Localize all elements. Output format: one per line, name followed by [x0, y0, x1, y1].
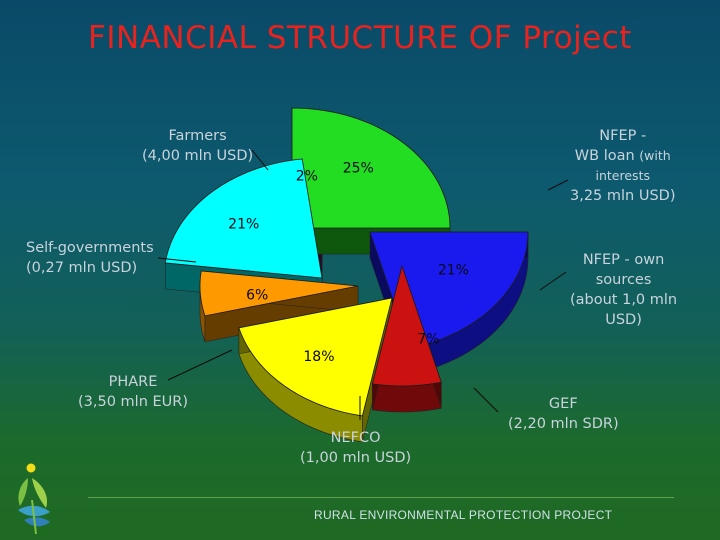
callout-selfgov-amount: (0,27 mln USD) [26, 260, 138, 276]
callout-gef: GEF (2,20 mln SDR) [508, 394, 619, 434]
pie-slices [164, 107, 529, 443]
callout-nfep-wb-interests: interests [595, 168, 650, 183]
leader-line-selfgov [157, 257, 197, 263]
pct-label-nfep_wb: 21% [438, 263, 469, 279]
callout-nfep-wb-amount: 3,25 mln USD) [570, 188, 676, 204]
callout-phare-amount: (3,50 mln EUR) [78, 394, 189, 410]
callout-nefco-amount: (1,00 mln USD) [300, 450, 412, 466]
callout-gef-amount: (2,20 mln SDR) [508, 416, 619, 432]
leader-line-nfep_wb [547, 179, 569, 191]
callout-nefco-name: NEFCO [330, 430, 381, 446]
slice-top-gef [238, 297, 393, 417]
callout-nfep-own-line2: sources [595, 272, 652, 288]
callout-phare-name: PHARE [108, 374, 158, 390]
callout-nfep-own-line1: NFEP - own [582, 252, 665, 268]
pct-label-selfgov: 2% [296, 168, 318, 184]
slice-top-farmers [291, 107, 451, 229]
leader-line-phare [167, 349, 233, 381]
pct-labels: 25% 21% 7% 18% 6% 21% 2% [228, 160, 469, 365]
slide-title: FINANCIAL STRUCTURE OF Project [88, 20, 632, 56]
callout-nefco: NEFCO (1,00 mln USD) [300, 428, 411, 468]
pct-label-nefco: 6% [246, 288, 268, 304]
callout-nfep-wb-with: (with [639, 148, 671, 163]
callout-nfep-wb: NFEP - WB loan (with interests 3,25 mln … [570, 126, 676, 206]
slice-nfep_own [371, 264, 442, 413]
slice-top-phare [164, 158, 323, 279]
callout-nfep-wb-line2: WB loan (with [570, 146, 676, 166]
callout-nfep-wb-loan: WB loan [574, 148, 635, 164]
leader-line-gef [473, 387, 499, 413]
callout-selfgov: Self-governments (0,27 mln USD) [26, 238, 154, 278]
callout-phare: PHARE (3,50 mln EUR) [78, 372, 188, 412]
leader-lines [157, 149, 569, 420]
callout-farmers-amount: (4,00 mln USD) [142, 148, 254, 164]
slice-side-nfep_own [372, 381, 442, 413]
pct-label-farmers: 25% [343, 160, 374, 176]
footer-text: RURAL ENVIRONMENTAL PROTECTION PROJECT [314, 508, 613, 522]
callout-farmers: Farmers (4,00 mln USD) [142, 126, 253, 166]
leader-line-nfep_own [539, 271, 567, 291]
slice-top-nfep_own [371, 264, 442, 387]
callout-nfep-own-line3: (about 1,0 mln [570, 292, 678, 308]
callout-nfep-own: NFEP - own sources (about 1,0 mln USD) [570, 250, 677, 330]
project-logo-icon [18, 463, 50, 535]
callout-nfep-wb-line1: NFEP - [599, 128, 647, 144]
callout-selfgov-name: Self-governments [26, 240, 154, 256]
slice-top-nefco [199, 270, 359, 317]
callout-nfep-own-line4: USD) [605, 312, 642, 328]
callout-gef-name: GEF [548, 396, 578, 412]
footer-divider [88, 497, 674, 498]
pct-label-phare: 21% [228, 216, 259, 232]
pct-label-gef: 18% [303, 349, 334, 365]
callout-farmers-name: Farmers [168, 128, 227, 144]
pct-label-nfep_own: 7% [417, 331, 439, 347]
leader-line-farmers [251, 149, 269, 171]
